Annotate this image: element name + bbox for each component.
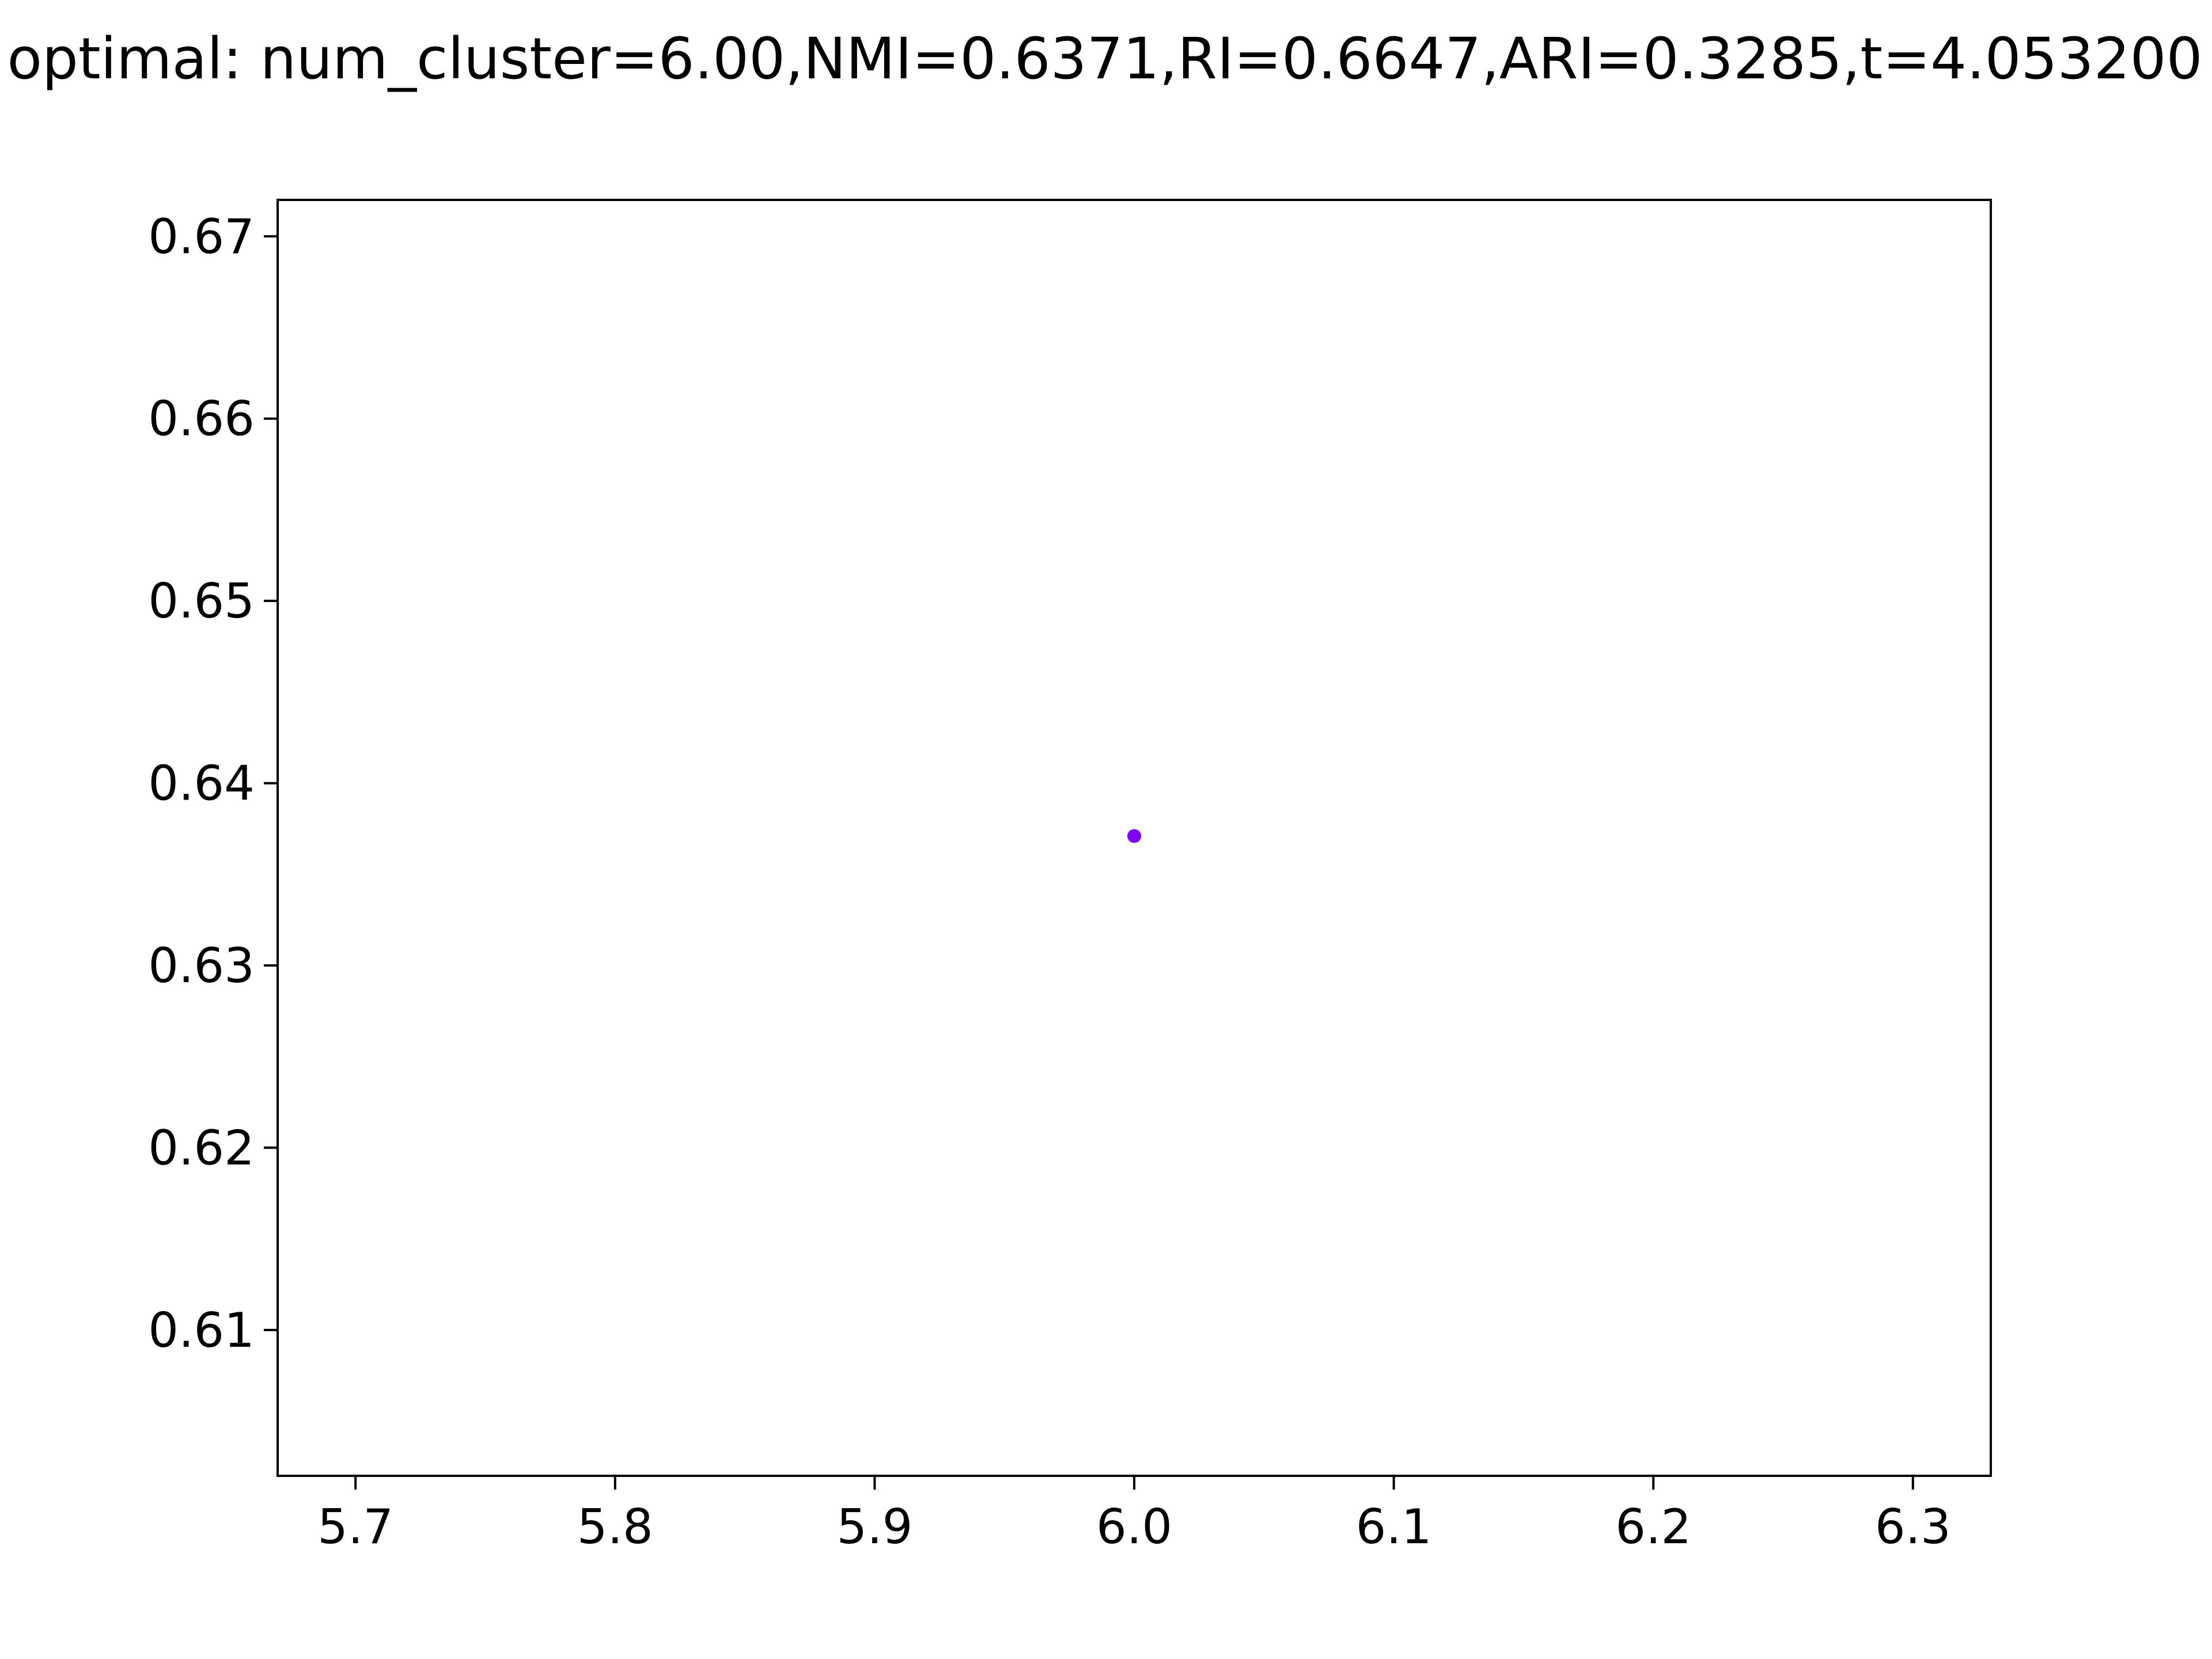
data-point [1127,829,1141,843]
x-tick-label: 5.8 [577,1499,653,1555]
x-tick-label: 6.2 [1615,1499,1691,1555]
y-tick-label: 0.67 [148,209,255,264]
y-tick-label: 0.62 [148,1120,255,1176]
x-tick-label: 5.7 [317,1499,393,1555]
y-tick-label: 0.65 [148,573,255,629]
x-tick-label: 6.3 [1875,1499,1951,1555]
x-tick-label: 6.1 [1356,1499,1432,1555]
x-tick-label: 6.0 [1096,1499,1172,1555]
chart-title: optimal: num_cluster=6.00,NMI=0.6371,RI=… [7,26,2202,92]
y-tick-label: 0.63 [148,938,255,994]
y-tick-label: 0.66 [148,391,255,447]
y-tick-label: 0.61 [148,1302,255,1358]
x-tick-label: 5.9 [836,1499,912,1555]
y-tick-label: 0.64 [148,756,255,812]
